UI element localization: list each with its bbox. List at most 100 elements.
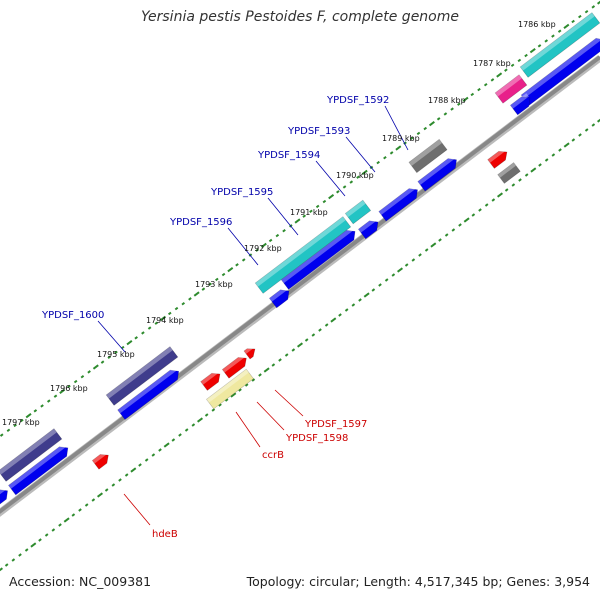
outer-tick — [309, 209, 313, 213]
outer-tick-track — [0, 0, 600, 437]
inner-tick — [284, 353, 289, 357]
cds-block-gray — [408, 138, 448, 174]
gene-arrow-red — [487, 147, 508, 169]
inner-tick — [358, 298, 362, 302]
outer-tick — [0, 433, 4, 437]
inner-tick — [324, 323, 329, 327]
outer-tick — [563, 23, 570, 29]
kbp-label: 1796 kbp — [50, 384, 88, 393]
outer-tick — [114, 350, 118, 355]
outer-tick — [241, 258, 246, 262]
inner-tick — [584, 128, 589, 132]
inner-tick — [311, 333, 316, 337]
inner-tick — [524, 173, 529, 177]
gene-label-forward: YPDSF_1600 — [41, 310, 104, 321]
outer-tick — [578, 14, 582, 19]
outer-tick — [597, 0, 600, 5]
outer-tick — [428, 121, 435, 127]
inner-tick — [184, 428, 189, 432]
kbp-label: 1787 kbp — [473, 59, 511, 68]
gene-label-reverse: YPDSF_1597 — [304, 419, 367, 430]
outer-tick — [409, 136, 414, 140]
inner-tick — [124, 473, 129, 477]
map-title: Yersinia pestis Pestoides F, complete ge… — [141, 9, 459, 25]
inner-tick — [538, 163, 542, 167]
outer-tick — [336, 190, 340, 194]
outer-tick — [100, 360, 105, 364]
inner-tick — [118, 478, 122, 482]
outer-tick — [470, 92, 475, 97]
kbp-label: 1786 kbp — [518, 20, 556, 29]
outer-tick — [13, 423, 17, 428]
outer-tick — [551, 34, 555, 38]
outer-tick — [342, 185, 347, 189]
outer-tick — [25, 413, 32, 419]
gene-label-forward: YPDSF_1594 — [257, 150, 320, 161]
outer-tick — [361, 169, 368, 175]
inner-tick — [144, 458, 149, 462]
outer-tick — [46, 399, 51, 403]
outer-tick — [20, 418, 24, 423]
inner-tick — [78, 508, 82, 512]
inner-tick — [44, 533, 49, 537]
leader-line — [97, 320, 126, 353]
inner-tick — [11, 558, 16, 562]
genome-backbone-core — [0, 55, 600, 514]
outer-tick — [80, 375, 85, 379]
inner-tick — [558, 148, 562, 152]
cds-block-navy — [105, 346, 179, 406]
outer-tick — [154, 321, 159, 325]
outer-tick — [294, 218, 301, 224]
label-leaders — [97, 105, 409, 526]
outer-tick — [591, 5, 596, 9]
inner-tick — [591, 123, 596, 127]
gene-label-forward: YPDSF_1592 — [326, 95, 389, 106]
label-layer: 1786 kbp 1787 kbp 1788 kbp 1789 kbp 1790 kbp… — [2, 20, 556, 540]
outer-tick — [92, 364, 99, 370]
inner-tick — [451, 228, 456, 232]
inner-tick — [158, 448, 162, 452]
outer-tick — [477, 87, 481, 92]
inner-tick — [597, 117, 600, 123]
cds-block-cyan — [344, 199, 372, 225]
inner-tick — [138, 463, 142, 467]
leader-line — [123, 493, 151, 526]
gene-arrow-blue — [268, 286, 290, 309]
inner-tick — [511, 183, 516, 187]
leader-line — [235, 411, 261, 448]
inner-tick — [371, 288, 376, 292]
inner-tick — [191, 423, 196, 427]
inner-tick — [71, 513, 76, 517]
accession-text: Accession: NC_009381 — [9, 574, 152, 589]
inner-tick — [463, 217, 470, 223]
outer-tick — [462, 96, 469, 102]
genome-summary-text: Topology: circular; Length: 4,517,345 bp… — [246, 574, 590, 589]
outer-tick — [59, 388, 66, 394]
outer-tick — [235, 263, 239, 267]
gene-arrow-red — [200, 369, 221, 391]
outer-tick — [87, 370, 91, 374]
outer-tick — [510, 63, 515, 67]
outer-tick — [227, 267, 234, 273]
inner-tick — [197, 417, 203, 423]
outer-tick — [160, 315, 167, 321]
inner-tick — [297, 342, 303, 348]
inner-tick — [563, 142, 570, 148]
feature-layer — [0, 12, 600, 505]
outer-tick — [134, 336, 138, 340]
inner-tick — [224, 398, 229, 402]
inner-tick — [578, 133, 582, 137]
outer-tick — [328, 194, 335, 200]
inner-tick — [491, 198, 496, 202]
inner-tick — [24, 548, 29, 552]
outer-tick — [584, 10, 589, 14]
inner-tick — [163, 442, 170, 448]
inner-tick — [151, 453, 156, 457]
inner-tick — [438, 238, 442, 242]
outer-tick — [53, 394, 58, 398]
inner-tick — [518, 178, 522, 182]
inner-tick — [418, 253, 422, 257]
inner-tick — [84, 503, 89, 507]
cds-block-navy — [0, 428, 63, 482]
